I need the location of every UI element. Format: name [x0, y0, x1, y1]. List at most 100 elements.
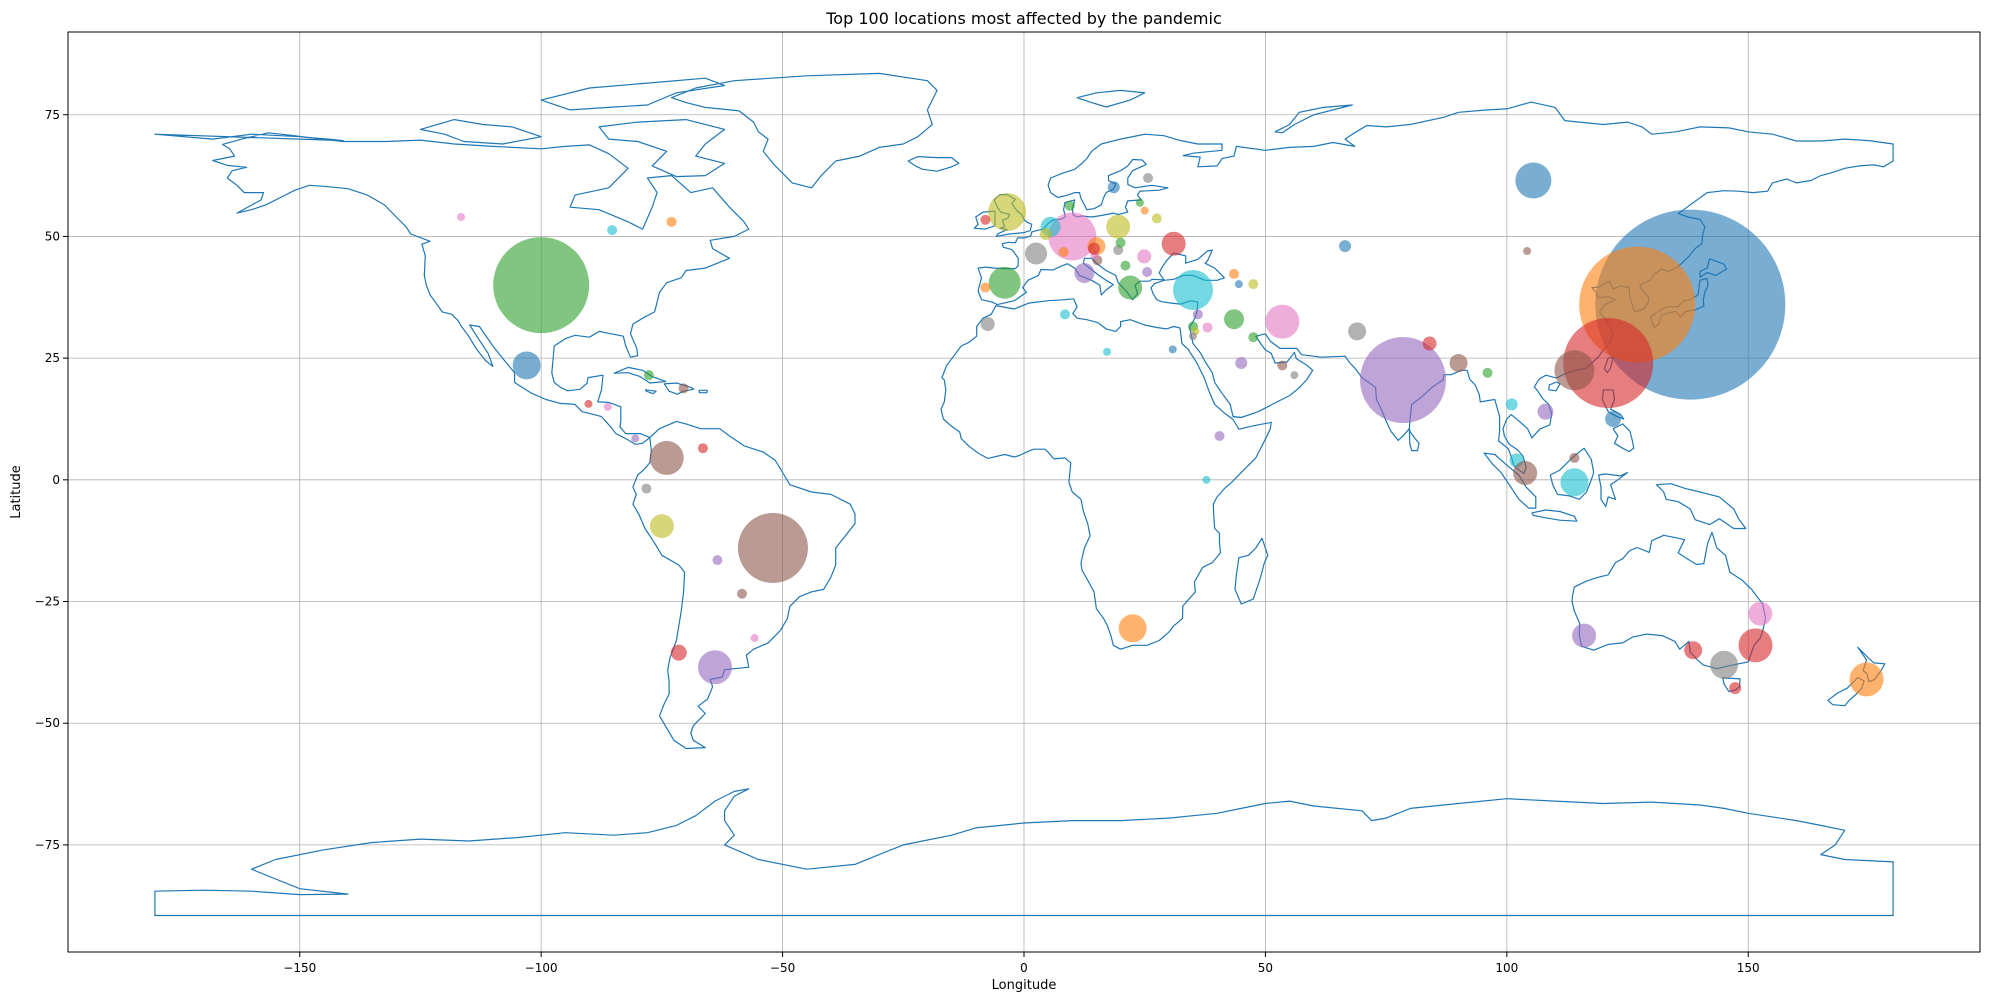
y-tick-label: −25 — [35, 595, 60, 609]
bubble-series — [457, 162, 1884, 697]
bubble-point — [1202, 475, 1211, 484]
bubble-point — [980, 214, 991, 225]
x-tick-label: −100 — [525, 961, 558, 975]
bubble-point — [697, 443, 708, 454]
bubble-point — [1161, 231, 1186, 256]
y-axis-label: Latitude — [9, 465, 24, 519]
gridlines — [68, 32, 1980, 952]
bubble-point — [1120, 260, 1131, 271]
bubble-point — [1265, 304, 1300, 339]
bubble-point — [1172, 269, 1213, 310]
bubble-point — [1118, 614, 1147, 643]
bubble-point — [1107, 181, 1120, 194]
bubble-point — [1039, 228, 1052, 241]
bubble-point — [493, 237, 590, 334]
bubble-point — [1151, 213, 1162, 224]
bubble-point — [1554, 350, 1595, 391]
bubble-point — [1115, 237, 1126, 248]
bubble-point — [1188, 332, 1197, 341]
bubble-point — [1748, 601, 1773, 626]
bubble-point — [641, 483, 652, 494]
y-tick-label: 50 — [45, 229, 60, 243]
bubble-point — [1235, 357, 1248, 370]
y-tick-label: 25 — [45, 351, 60, 365]
bubble-point — [1106, 214, 1131, 239]
bubble-point — [1143, 173, 1154, 184]
x-tick-label: 50 — [1258, 961, 1273, 975]
bubble-point — [1192, 309, 1203, 320]
bubble-point — [1482, 367, 1493, 378]
coastline-north-america — [154, 132, 750, 445]
bubble-point — [1505, 398, 1518, 411]
x-axis-ticks: −150 −100 −50 0 50 100 150 — [283, 952, 1760, 975]
bubble-point — [1135, 198, 1144, 207]
bubble-point — [1214, 431, 1225, 442]
bubble-point — [1248, 332, 1259, 343]
bubble-point — [1339, 240, 1352, 253]
bubble-point — [980, 282, 991, 293]
bubble-point — [1088, 242, 1101, 255]
bubble-point — [980, 317, 995, 332]
coastline-caribbean — [613, 366, 708, 395]
coastline-south-america — [632, 420, 856, 750]
bubble-point — [1569, 452, 1580, 463]
bubble-point — [678, 383, 689, 394]
bubble-point — [1290, 371, 1299, 380]
bubble-point — [1710, 650, 1739, 679]
bubble-point — [1248, 279, 1259, 290]
bubble-point — [1140, 206, 1149, 215]
coastline-arabia-india-detail — [1233, 416, 1420, 452]
coastline-iceland-svalbard — [907, 89, 1353, 172]
bubble-point — [750, 634, 759, 643]
bubble-point — [1849, 662, 1884, 697]
bubble-point — [631, 434, 640, 443]
bubble-point — [1738, 628, 1773, 663]
bubble-point — [1168, 345, 1177, 354]
bubble-point — [1605, 410, 1622, 427]
bubble-point — [712, 555, 723, 566]
coastline-africa — [940, 298, 1272, 650]
y-tick-label: 0 — [52, 473, 60, 487]
bubble-point — [1142, 266, 1153, 277]
y-axis-ticks: −75 −50 −25 0 25 50 75 — [35, 108, 68, 852]
bubble-point — [737, 588, 748, 599]
bubble-point — [1515, 162, 1552, 199]
bubble-point — [1074, 262, 1095, 283]
y-tick-label: 75 — [45, 108, 60, 122]
bubble-point — [603, 402, 612, 411]
bubble-point — [457, 212, 466, 221]
bubble-point — [666, 216, 677, 227]
bubble-point — [1202, 322, 1213, 333]
bubble-point — [1234, 280, 1243, 289]
bubble-point — [988, 266, 1021, 299]
x-axis-label: Longitude — [992, 978, 1057, 993]
bubble-point — [607, 225, 618, 236]
bubble-point — [1348, 322, 1367, 341]
coastline-antarctica — [154, 788, 1894, 917]
coastline-madagascar — [1234, 537, 1269, 605]
bubble-point — [1560, 468, 1589, 497]
coastline-arctic-islands — [419, 77, 726, 178]
bubble-point — [1118, 275, 1143, 300]
bubble-point — [1137, 249, 1152, 264]
coastline-greenland — [670, 72, 938, 189]
bubble-point — [988, 193, 1027, 232]
bubble-point — [697, 650, 732, 685]
bubble-point — [1523, 247, 1532, 256]
bubble-point — [512, 351, 541, 380]
bubble-point — [584, 399, 593, 408]
bubble-point — [737, 512, 808, 583]
y-tick-label: −75 — [35, 838, 60, 852]
coastline-indonesia — [1483, 447, 1747, 530]
bubble-point — [1360, 337, 1447, 424]
bubble-point — [1060, 309, 1071, 320]
chart-title: Top 100 locations most affected by the p… — [825, 9, 1222, 28]
bubble-point — [670, 644, 687, 661]
bubble-point — [1224, 309, 1245, 330]
x-tick-label: 100 — [1495, 961, 1518, 975]
bubble-point — [1449, 354, 1468, 373]
bubble-point — [1684, 641, 1703, 660]
bubble-point — [1277, 360, 1288, 371]
bubble-point — [1729, 682, 1742, 695]
